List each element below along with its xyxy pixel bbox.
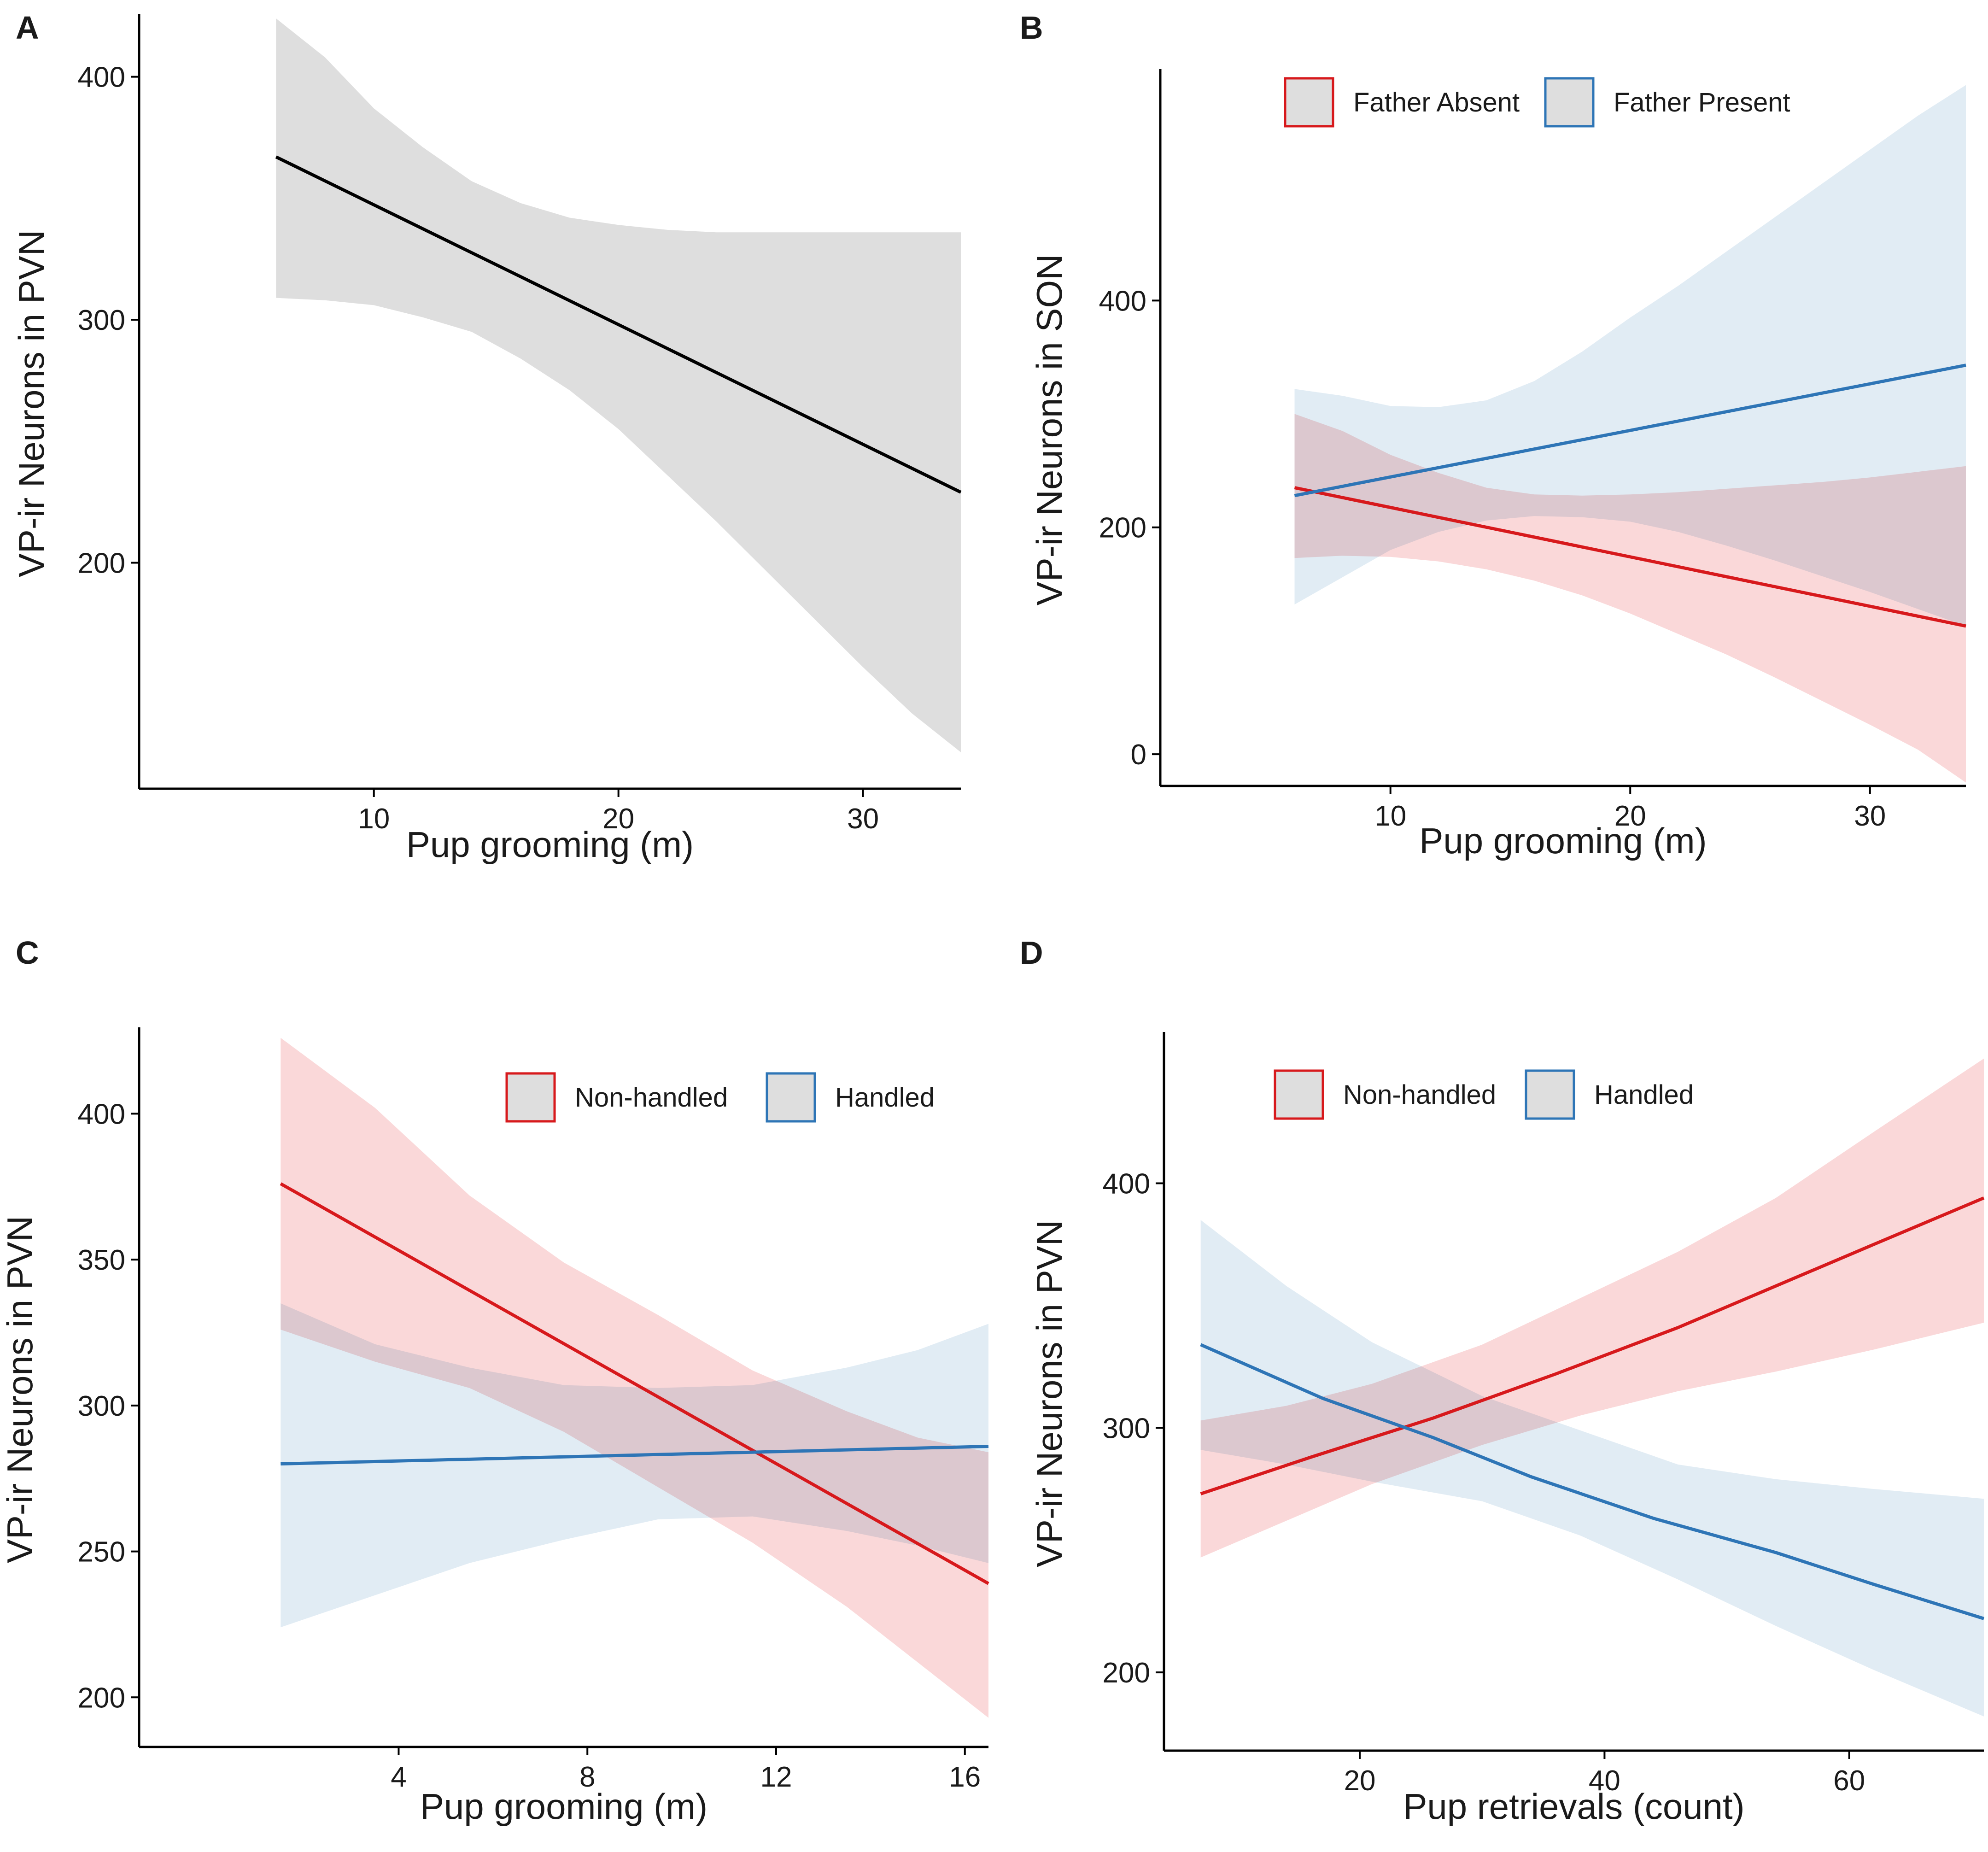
panel-d: D 20 40 60 200 300 400 Pup retrievals (count) VP…	[1020, 935, 1985, 1827]
panel-c-legend: Non-handled Handled	[505, 1072, 935, 1123]
panel-a: A 10 20 30 200 300 400 Pup grooming (m) VP-ir Ne…	[11, 10, 962, 865]
panel-d-y-tick-label: 300	[1103, 1412, 1150, 1444]
panel-b-y-tick-label: 400	[1099, 285, 1146, 317]
panel-c-y-tick-label: 400	[78, 1098, 125, 1130]
panel-a-y-tick-label: 300	[78, 305, 125, 336]
panel-c-legend-label-non-handled: Non-handled	[575, 1083, 728, 1113]
panel-b-x-tick-label: 10	[1374, 800, 1406, 832]
panel-c-letter: C	[16, 935, 39, 971]
panel-d-legend-key-handled	[1525, 1069, 1575, 1120]
panel-b-x-tick-label: 30	[1854, 800, 1886, 832]
panel-d-letter: D	[1020, 935, 1043, 971]
panel-d-fit-line-handled	[1200, 1343, 1985, 1620]
panel-b-legend-key-father-absent	[1284, 77, 1334, 128]
panel-b-fit-line-father-absent	[1294, 486, 1966, 628]
panel-c-fit-line-handled	[281, 1445, 989, 1465]
panel-c: C 4 8 12 16 200 250 300 350 400 Pup grooming (m) VP…	[0, 935, 989, 1827]
panel-a-x-tick-label: 20	[602, 803, 634, 835]
panel-d-y-axis-title: VP-ir Neurons in PVN	[1029, 1220, 1070, 1567]
panel-c-legend-label-handled: Handled	[835, 1083, 935, 1113]
panel-a-y-axis-title: VP-ir Neurons in PVN	[11, 230, 52, 577]
panel-c-x-tick-label: 16	[949, 1761, 981, 1793]
panel-b-legend-key-father-present	[1544, 77, 1595, 128]
panel-c-x-tick-label: 12	[760, 1761, 792, 1793]
panel-a-x-tick-label: 30	[847, 803, 879, 835]
panel-d-legend-label-handled: Handled	[1594, 1080, 1694, 1110]
panel-a-x-axis-title: Pup grooming (m)	[406, 824, 694, 865]
panel-c-legend-key-non-handled	[505, 1072, 556, 1123]
panel-b-y-tick-label: 0	[1131, 739, 1146, 771]
panel-c-y-tick-label: 200	[78, 1682, 125, 1714]
panel-b-legend-label-father-absent: Father Absent	[1353, 88, 1520, 117]
panel-c-ci-band-non-handled	[281, 1037, 988, 1718]
panel-d-x-tick-label: 60	[1833, 1765, 1865, 1797]
panel-b-x-tick-label: 20	[1614, 800, 1646, 832]
panel-a-y-tick-label: 200	[78, 547, 125, 579]
panel-c-legend-key-handled	[766, 1072, 816, 1123]
panel-c-y-tick-label: 300	[78, 1390, 125, 1422]
panel-d-fit-line-non-handled	[1200, 1196, 1985, 1495]
panel-a-y-tick-label: 400	[78, 62, 125, 94]
panel-a-ci-band-fit	[276, 18, 961, 752]
panel-d-x-tick-label: 40	[1589, 1765, 1620, 1797]
panel-c-fit-line-non-handled	[280, 1182, 989, 1585]
panel-c-y-tick-label: 350	[78, 1244, 125, 1276]
panel-c-x-tick-label: 8	[579, 1761, 595, 1793]
panel-b-fit-line-father-present	[1294, 363, 1966, 498]
panel-a-fit-line-fit	[275, 155, 962, 494]
panel-c-x-axis-title: Pup grooming (m)	[420, 1786, 707, 1827]
panel-c-x-tick-label: 4	[391, 1761, 406, 1793]
panel-b-letter: B	[1020, 10, 1043, 46]
panel-a-letter: A	[16, 10, 39, 46]
panel-b-y-tick-label: 200	[1099, 512, 1146, 544]
panel-b-legend-label-father-present: Father Present	[1614, 88, 1790, 117]
panel-c-y-axis-title: VP-ir Neurons in PVN	[0, 1216, 40, 1563]
panel-a-x-tick-label: 10	[358, 803, 390, 835]
panel-d-legend-key-non-handled	[1274, 1069, 1324, 1120]
panel-d-legend-label-non-handled: Non-handled	[1343, 1080, 1496, 1110]
panel-d-x-tick-label: 20	[1344, 1765, 1376, 1797]
panel-b-y-axis-title: VP-ir Neurons in SON	[1029, 254, 1070, 606]
panel-d-y-tick-label: 400	[1103, 1168, 1150, 1200]
panel-d-ci-band-handled	[1200, 1220, 1984, 1717]
panel-d-legend: Non-handled Handled	[1274, 1069, 1694, 1120]
panel-d-y-tick-label: 200	[1103, 1657, 1150, 1689]
panel-b: B 10 20 30 0 200 400 Pup grooming (m) VP-ir Neur…	[1020, 10, 1966, 861]
panel-c-ci-band-handled	[281, 1303, 988, 1628]
panel-d-x-axis-title: Pup retrievals (count)	[1403, 1786, 1744, 1827]
panel-b-ci-band-father-present	[1294, 85, 1966, 626]
panel-b-x-axis-title: Pup grooming (m)	[1419, 821, 1707, 861]
panel-b-legend: Father Absent Father Present	[1284, 77, 1790, 128]
panel-c-y-tick-label: 250	[78, 1536, 125, 1568]
